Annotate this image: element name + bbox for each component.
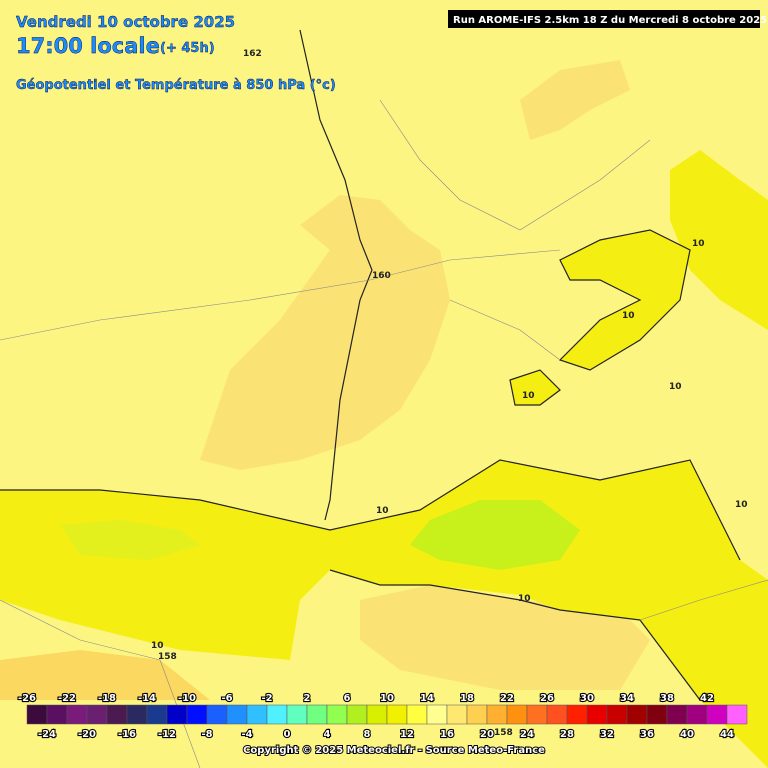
colorbar-label: -6 [221, 693, 232, 704]
colorbar-label: 4 [324, 729, 331, 740]
colorbar-label: -18 [98, 693, 116, 704]
contour-label: 10 [669, 382, 682, 392]
colorbar-label: -26 [18, 693, 36, 704]
colorbar-label: -22 [58, 693, 76, 704]
time: 17:00 locale [16, 34, 160, 58]
colorbar-label: -8 [201, 729, 212, 740]
colorbar-label: 34 [620, 693, 634, 704]
colorbar-cell [306, 704, 328, 725]
colorbar-cell [446, 704, 468, 725]
contour-label: 10 [692, 239, 705, 249]
colorbar-cell [166, 704, 188, 725]
contour-label: 10 [518, 594, 531, 604]
colorbar-label: 22 [500, 693, 514, 704]
colorbar-label: 16 [440, 729, 454, 740]
contour-label: 10 [622, 311, 635, 321]
colorbar-cell [46, 704, 68, 725]
copyright: Copyright © 2025 Meteociel.fr - Source M… [243, 745, 545, 756]
colorbar: -26-24-22-20-18-16-14-12-10-8-6-4-202468… [17, 692, 748, 741]
colorbar-cell [206, 704, 228, 725]
contour-label: 10 [735, 500, 748, 510]
colorbar-label: 18 [460, 693, 474, 704]
colorbar-cell [286, 704, 308, 725]
colorbar-label: 28 [560, 729, 574, 740]
colorbar-cell [366, 704, 388, 725]
colorbar-label: 6 [344, 693, 351, 704]
colorbar-cell [406, 704, 428, 725]
colorbar-label: 26 [540, 693, 554, 704]
colorbar-label: -14 [138, 693, 156, 704]
colorbar-label: -12 [158, 729, 176, 740]
temperature-fields [0, 60, 768, 768]
colorbar-cell [486, 704, 508, 725]
lead-time: (+ 45h) [160, 41, 215, 56]
colorbar-label: 14 [420, 693, 434, 704]
colorbar-label: -20 [78, 729, 96, 740]
colorbar-label: -24 [38, 729, 56, 740]
contour-label: 10 [376, 506, 389, 516]
colorbar-cell [466, 704, 488, 725]
colorbar-label: 30 [580, 693, 594, 704]
colorbar-cell [666, 704, 688, 725]
colorbar-label: 20 [480, 729, 494, 740]
colorbar-cell [146, 704, 168, 725]
colorbar-cell [266, 704, 288, 725]
colorbar-label: 10 [380, 693, 394, 704]
subtitle: Géopotentiel et Température à 850 hPa (°… [16, 78, 336, 93]
colorbar-cell [246, 704, 268, 725]
contour-label: 158 [158, 652, 177, 662]
contour-label: 160 [372, 271, 391, 281]
colorbar-label: -2 [261, 693, 272, 704]
colorbar-cell [526, 704, 548, 725]
colorbar-cell [346, 704, 368, 725]
colorbar-cell [326, 704, 348, 725]
date: Vendredi 10 octobre 2025 [16, 13, 235, 31]
colorbar-cell [226, 704, 248, 725]
colorbar-cell [626, 704, 648, 725]
colorbar-label: 36 [640, 729, 654, 740]
colorbar-label: 38 [660, 693, 674, 704]
colorbar-cell [726, 704, 748, 725]
colorbar-label: 44 [720, 729, 734, 740]
colorbar-cell [586, 704, 608, 725]
colorbar-cell [426, 704, 448, 725]
colorbar-cell [546, 704, 568, 725]
colorbar-label: -4 [241, 729, 252, 740]
colorbar-label: -10 [178, 693, 196, 704]
colorbar-label: 12 [400, 729, 414, 740]
colorbar-cell [506, 704, 528, 725]
colorbar-cell [66, 704, 88, 725]
colorbar-label: 42 [700, 693, 714, 704]
colorbar-cell [566, 704, 588, 725]
colorbar-label: 8 [364, 729, 371, 740]
colorbar-label: 32 [600, 729, 614, 740]
colorbar-cell [606, 704, 628, 725]
colorbar-cell [686, 704, 708, 725]
colorbar-label: 24 [520, 729, 534, 740]
colorbar-cell [26, 704, 48, 725]
run-box [448, 10, 760, 28]
colorbar-cell [386, 704, 408, 725]
colorbar-label: 0 [284, 729, 291, 740]
colorbar-cell [186, 704, 208, 725]
contour-label: 162 [243, 49, 262, 59]
colorbar-cell [706, 704, 728, 725]
contour-label: 10 [151, 641, 164, 651]
colorbar-cell [646, 704, 668, 725]
run-info: Run AROME-IFS 2.5km 18 Z du Mercredi 8 o… [453, 15, 767, 26]
colorbar-cell [106, 704, 128, 725]
colorbar-label: 2 [304, 693, 311, 704]
colorbar-cell [86, 704, 108, 725]
colorbar-label: 40 [680, 729, 694, 740]
contour-label: 10 [522, 391, 535, 401]
contour-label: 158 [494, 728, 513, 738]
colorbar-label: -16 [118, 729, 136, 740]
colorbar-cell [126, 704, 148, 725]
